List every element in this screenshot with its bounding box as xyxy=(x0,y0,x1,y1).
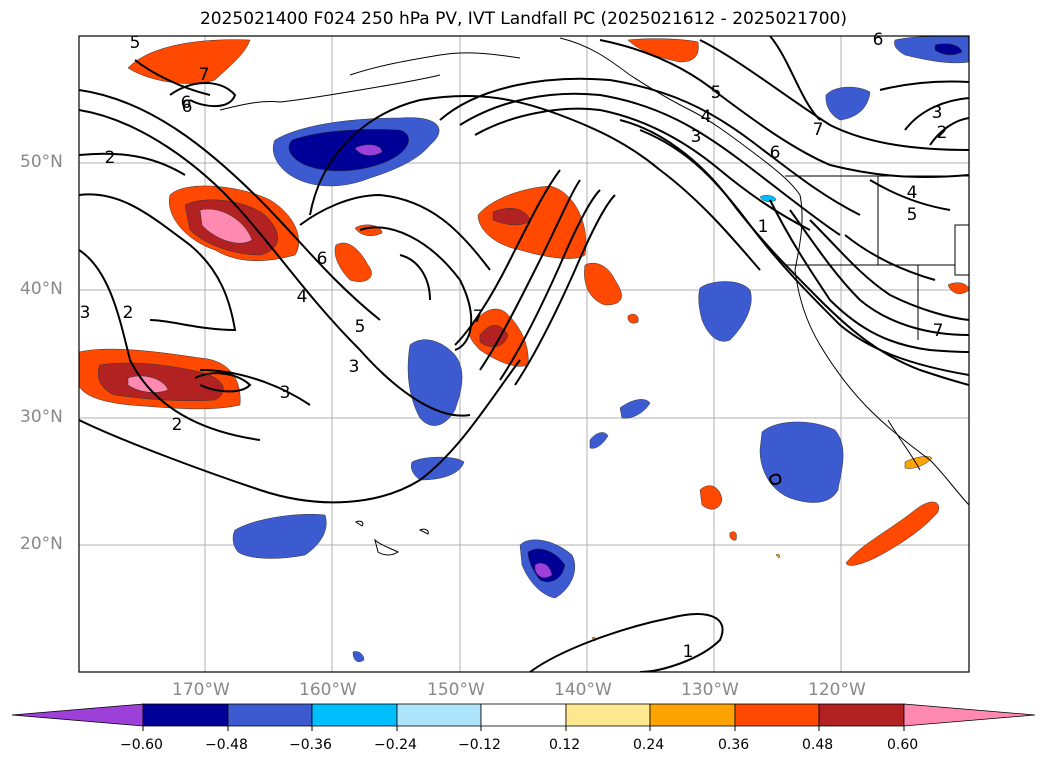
contour-label: 4 xyxy=(297,287,308,307)
colorbar-tick-label: −0.12 xyxy=(458,737,501,753)
map-frame xyxy=(78,35,970,673)
colorbar-min-extend xyxy=(11,703,144,727)
contour-label: 1 xyxy=(758,217,769,237)
colorbar-tick-label: −0.60 xyxy=(120,737,163,753)
contour-label: 5 xyxy=(711,83,722,103)
contour-label: 7 xyxy=(813,120,824,140)
positive-pv-anomalies xyxy=(79,38,969,642)
colorbar-bin xyxy=(734,703,820,727)
colorbar xyxy=(11,703,1036,731)
contour-label: 4 xyxy=(701,107,712,127)
lat-label: 50°N xyxy=(20,152,63,172)
lat-label: 30°N xyxy=(20,407,63,427)
contour-label: 3 xyxy=(932,103,943,123)
contour-label: 3 xyxy=(280,383,291,403)
contour-label: 5 xyxy=(907,205,918,225)
contour-label: 5 xyxy=(130,33,141,53)
colorbar-bin xyxy=(565,703,651,727)
contour-label: 6 xyxy=(182,97,193,117)
colorbar-bin xyxy=(480,703,567,727)
lat-label: 20°N xyxy=(20,534,63,554)
contour-label: 6 xyxy=(873,30,884,50)
lon-label: 140°W xyxy=(554,680,612,700)
colorbar-tick-label: 0.60 xyxy=(887,737,919,753)
contour-label: 3 xyxy=(691,127,702,147)
colorbar-tick-label: 0.48 xyxy=(802,737,834,753)
lon-label: 130°W xyxy=(681,680,739,700)
contour-label: 4 xyxy=(907,183,918,203)
contour-label: 2 xyxy=(105,148,116,168)
colorbar-tick-label: 0.24 xyxy=(633,737,665,753)
contour-label: 6 xyxy=(317,249,328,269)
ivt-contours xyxy=(79,36,969,672)
colorbar-tick-label: −0.48 xyxy=(205,737,248,753)
contour-label: 7 xyxy=(199,65,210,85)
colorbar-bin xyxy=(396,703,482,727)
contour-label: 7 xyxy=(473,307,484,327)
lat-label: 40°N xyxy=(20,279,63,299)
colorbar-tick-label: −0.24 xyxy=(374,737,417,753)
lon-label: 150°W xyxy=(427,680,485,700)
contour-label: 6 xyxy=(770,143,781,163)
colorbar-bin xyxy=(311,703,398,727)
colorbar-ticks xyxy=(142,726,905,731)
colorbar-bin xyxy=(142,703,229,727)
contour-label: 7 xyxy=(933,321,944,341)
lon-label: 170°W xyxy=(172,680,230,700)
colorbar-bin xyxy=(227,703,313,727)
colorbar-tick-label: 0.36 xyxy=(718,737,750,753)
contour-label: 2 xyxy=(937,123,948,143)
contour-label: 6 xyxy=(181,93,192,113)
colorbar-tick-label: −0.36 xyxy=(289,737,332,753)
map-title: 2025021400 F024 250 hPa PV, IVT Landfall… xyxy=(199,9,847,29)
colorbar-tick-label: 0.12 xyxy=(549,737,581,753)
colorbar-max-extend xyxy=(903,703,1036,727)
contour-label: 3 xyxy=(80,303,91,323)
contour-label: 5 xyxy=(355,317,366,337)
colorbar-bin xyxy=(649,703,736,727)
contour-label: 2 xyxy=(123,303,134,323)
lon-label: 160°W xyxy=(299,680,357,700)
contour-labels: 5 6 7 2 3 6 4 5 3 2 3 2 7 6 5 4 3 6 7 1 … xyxy=(80,30,948,662)
contour-label: 1 xyxy=(683,642,694,662)
coastlines xyxy=(219,37,969,556)
colorbar-bin xyxy=(818,703,905,727)
contour-label: 2 xyxy=(172,415,183,435)
lon-label: 120°W xyxy=(808,680,866,700)
contour-label: 3 xyxy=(349,357,360,377)
negative-pv-anomalies xyxy=(232,36,969,662)
